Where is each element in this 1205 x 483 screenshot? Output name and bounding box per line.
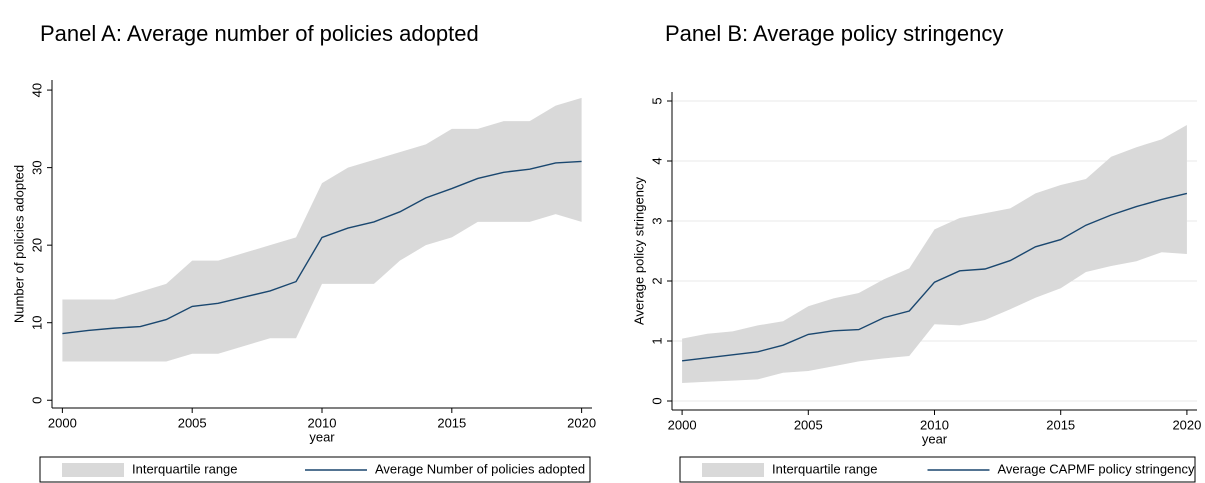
legend-label: Interquartile range [772,461,878,476]
x-axis-label: year [309,429,335,444]
x-tick-label: 2000 [48,415,77,430]
y-tick-label: 20 [29,238,44,252]
x-tick-label: 2005 [794,417,823,432]
x-tick-label: 2020 [567,415,596,430]
x-tick-label: 2015 [1046,417,1075,432]
panel-title: Panel A: Average number of policies adop… [40,21,479,46]
y-tick-label: 1 [649,337,664,344]
average-line [62,160,582,335]
legend-label: Average CAPMF policy stringency [998,461,1196,476]
y-tick-label: 40 [29,83,44,97]
y-tick-label: 5 [649,97,664,104]
y-tick-label: 3 [649,217,664,224]
legend-swatch [62,463,124,477]
average-line [682,192,1188,362]
x-tick-label: 2005 [178,415,207,430]
legend-swatch [702,463,764,477]
y-tick-label: 4 [649,157,664,164]
iqr-band [62,97,582,362]
y-tick-label: 0 [29,397,44,404]
x-axis-label: year [922,431,948,446]
y-tick-label: 30 [29,160,44,174]
x-tick-label: 2020 [1172,417,1201,432]
x-tick-label: 2015 [437,415,466,430]
y-tick-label: 0 [649,397,664,404]
x-tick-label: 2010 [920,417,949,432]
y-axis-label: Average policy stringency [631,177,646,325]
x-tick-label: 2010 [308,415,337,430]
legend-label: Interquartile range [132,461,238,476]
y-axis-label: Number of policies adopted [11,165,26,323]
legend-label: Average Number of policies adopted [375,461,585,476]
x-tick-label: 2000 [668,417,697,432]
iqr-band [682,125,1187,383]
y-tick-label: 10 [29,315,44,329]
panel-title: Panel B: Average policy stringency [665,21,1003,46]
y-tick-label: 2 [649,277,664,284]
